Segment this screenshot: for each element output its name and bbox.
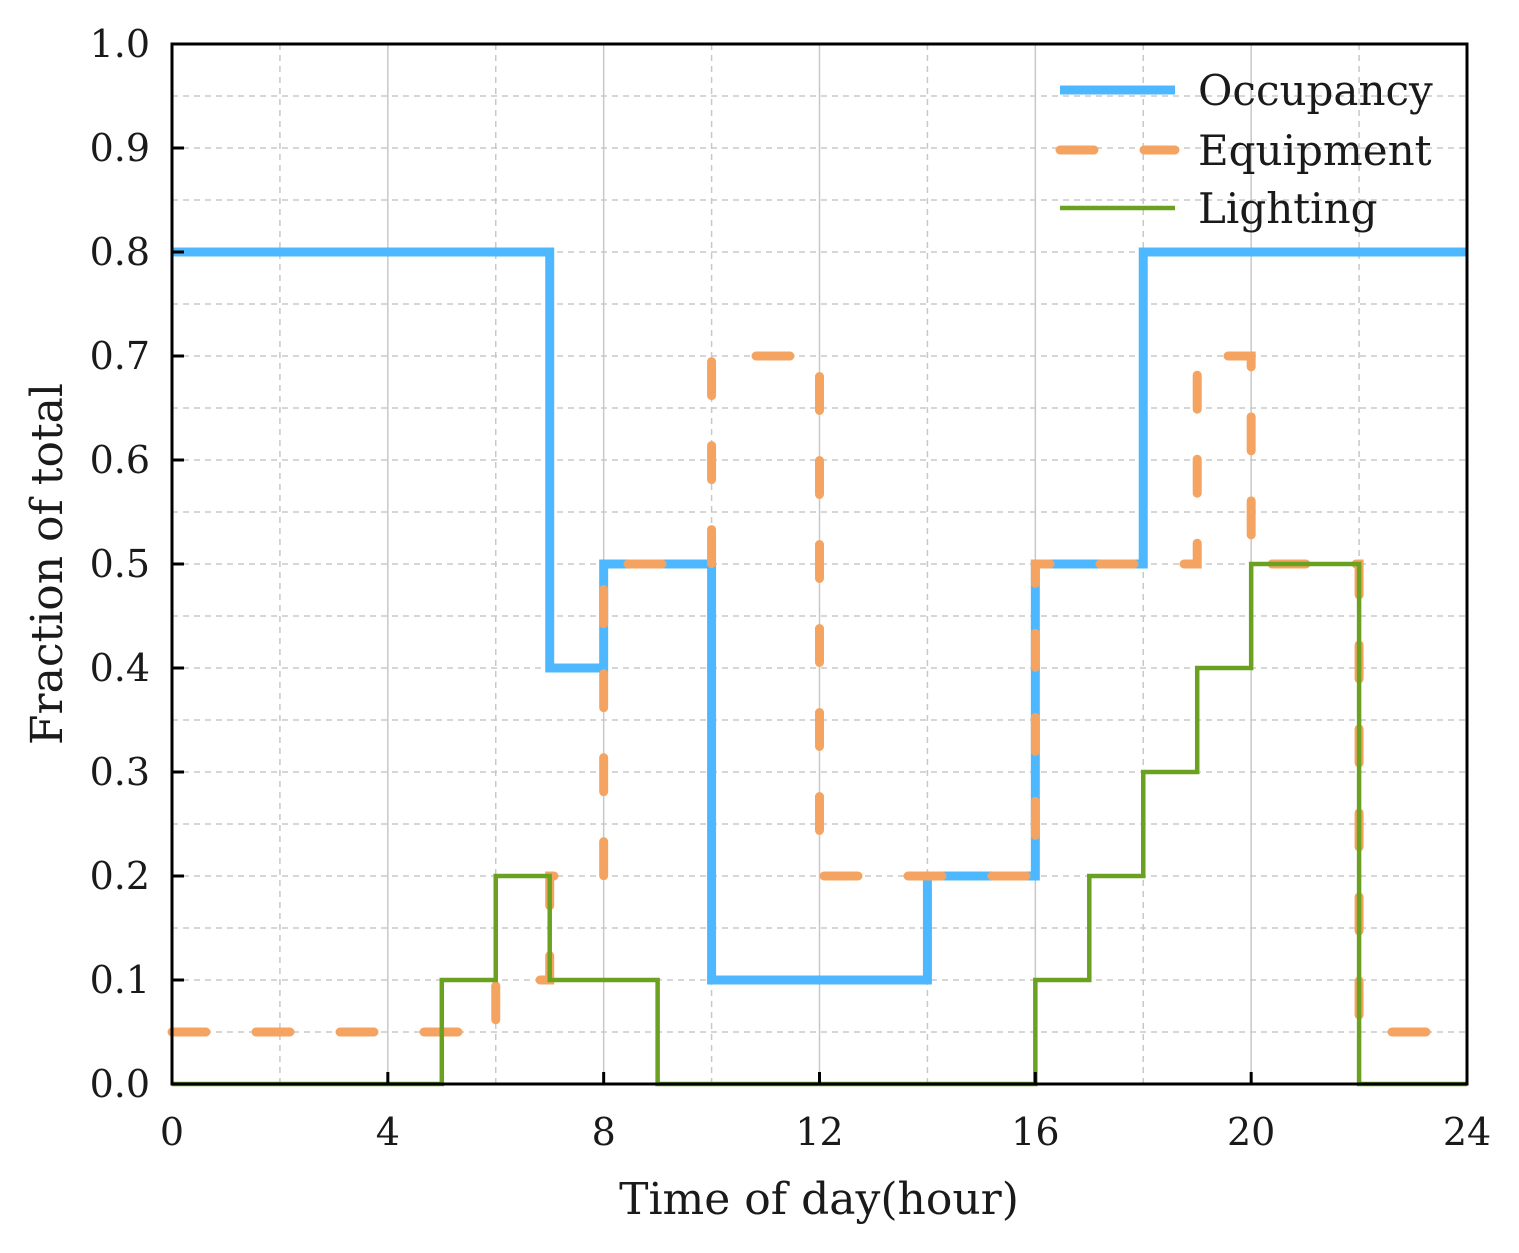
x-axis-title: Time of day(hour) [619, 1174, 1019, 1225]
x-tick-label: 16 [1011, 1110, 1059, 1154]
x-tick-label: 8 [592, 1110, 616, 1154]
y-tick-label: 0.9 [90, 126, 150, 170]
y-tick-label: 0.6 [90, 438, 150, 482]
legend-label-lighting: Lighting [1198, 184, 1378, 233]
legend-label-occupancy: Occupancy [1198, 66, 1433, 115]
series-lines [167, 247, 1472, 1087]
y-tick-label: 0.7 [90, 334, 150, 378]
legend: Occupancy Equipment Lighting [1055, 66, 1433, 233]
y-tick-label: 0.2 [90, 854, 150, 898]
y-tick-label: 0.5 [90, 542, 150, 586]
y-tick-label: 0.4 [90, 646, 150, 690]
x-tick-label: 20 [1227, 1110, 1275, 1154]
legend-label-equipment: Equipment [1198, 126, 1432, 175]
x-tick-label: 12 [795, 1110, 843, 1154]
tick-labels: 0 4 8 12 16 20 24 0.0 0.1 0.2 0.3 0.4 0.5 0.6 0.7 0.8 0.… [90, 22, 1492, 1154]
y-axis-title: Fraction of total [22, 383, 73, 745]
axis-ticks [170, 42, 1469, 1086]
x-tick-label: 0 [160, 1110, 184, 1154]
y-tick-label: 0.3 [90, 750, 150, 794]
series-line-lighting [172, 561, 1467, 1087]
y-tick-label: 0.0 [90, 1062, 150, 1106]
y-tick-label: 0.8 [90, 230, 150, 274]
y-tick-label: 0.1 [90, 958, 150, 1002]
x-tick-label: 4 [376, 1110, 400, 1154]
x-tick-label: 24 [1443, 1110, 1491, 1154]
y-tick-label: 1.0 [90, 22, 150, 66]
